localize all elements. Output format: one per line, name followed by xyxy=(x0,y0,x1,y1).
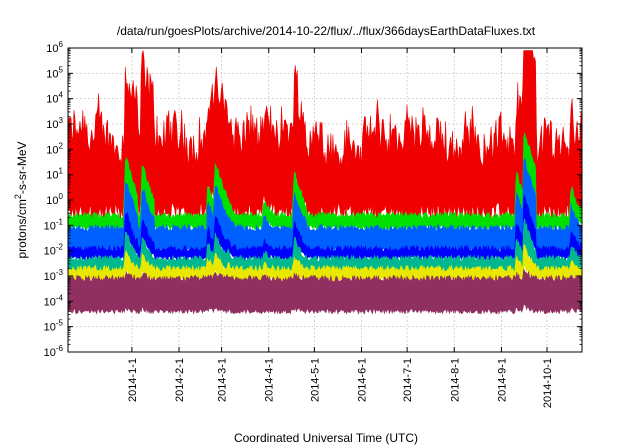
y-tick-label: 102 xyxy=(46,141,63,156)
y-tick-label: 10-3 xyxy=(44,268,64,283)
x-tick-label: 2014-4-1 xyxy=(264,358,276,402)
x-tick-label: 2014-3-1 xyxy=(217,358,229,402)
x-tick-label: 2014-9-1 xyxy=(496,358,508,402)
y-tick-label: 10-5 xyxy=(44,319,64,334)
x-axis-label: Coordinated Universal Time (UTC) xyxy=(234,431,418,445)
y-tick-label: 105 xyxy=(46,65,63,80)
y-tick-label: 10-2 xyxy=(44,243,64,258)
x-tick-label: 2014-6-1 xyxy=(356,358,368,402)
y-axis-label: protons/cm2-s-sr-MeV xyxy=(13,141,29,258)
y-tick-label: 106 xyxy=(46,40,63,55)
x-tick-label: 2014-5-1 xyxy=(309,358,321,402)
plot-frame xyxy=(67,47,583,353)
x-tick-label: 2014-1-1 xyxy=(127,358,139,402)
x-axis: 2014-1-1 2014-2-1 2014-3-1 2014-4-1 2014-5-1… xyxy=(127,48,554,408)
y-tick-label: 104 xyxy=(46,91,63,106)
x-tick-label: 2014-2-1 xyxy=(174,358,186,402)
y-tick-label: 10-4 xyxy=(44,293,64,308)
data-series xyxy=(67,50,583,316)
x-tick-label: 2014-8-1 xyxy=(449,358,461,402)
y-tick-label: 10-1 xyxy=(44,217,64,232)
y-tick-label: 103 xyxy=(46,116,63,131)
y-tick-label: 10-6 xyxy=(44,344,64,359)
y-tick-label: 100 xyxy=(46,192,63,207)
x-tick-label: 2014-10-1 xyxy=(542,358,554,408)
x-tick-label: 2014-7-1 xyxy=(402,358,414,402)
y-tick-label: 101 xyxy=(46,167,63,182)
chart-title: /data/run/goesPlots/archive/2014-10-22/f… xyxy=(117,24,536,38)
